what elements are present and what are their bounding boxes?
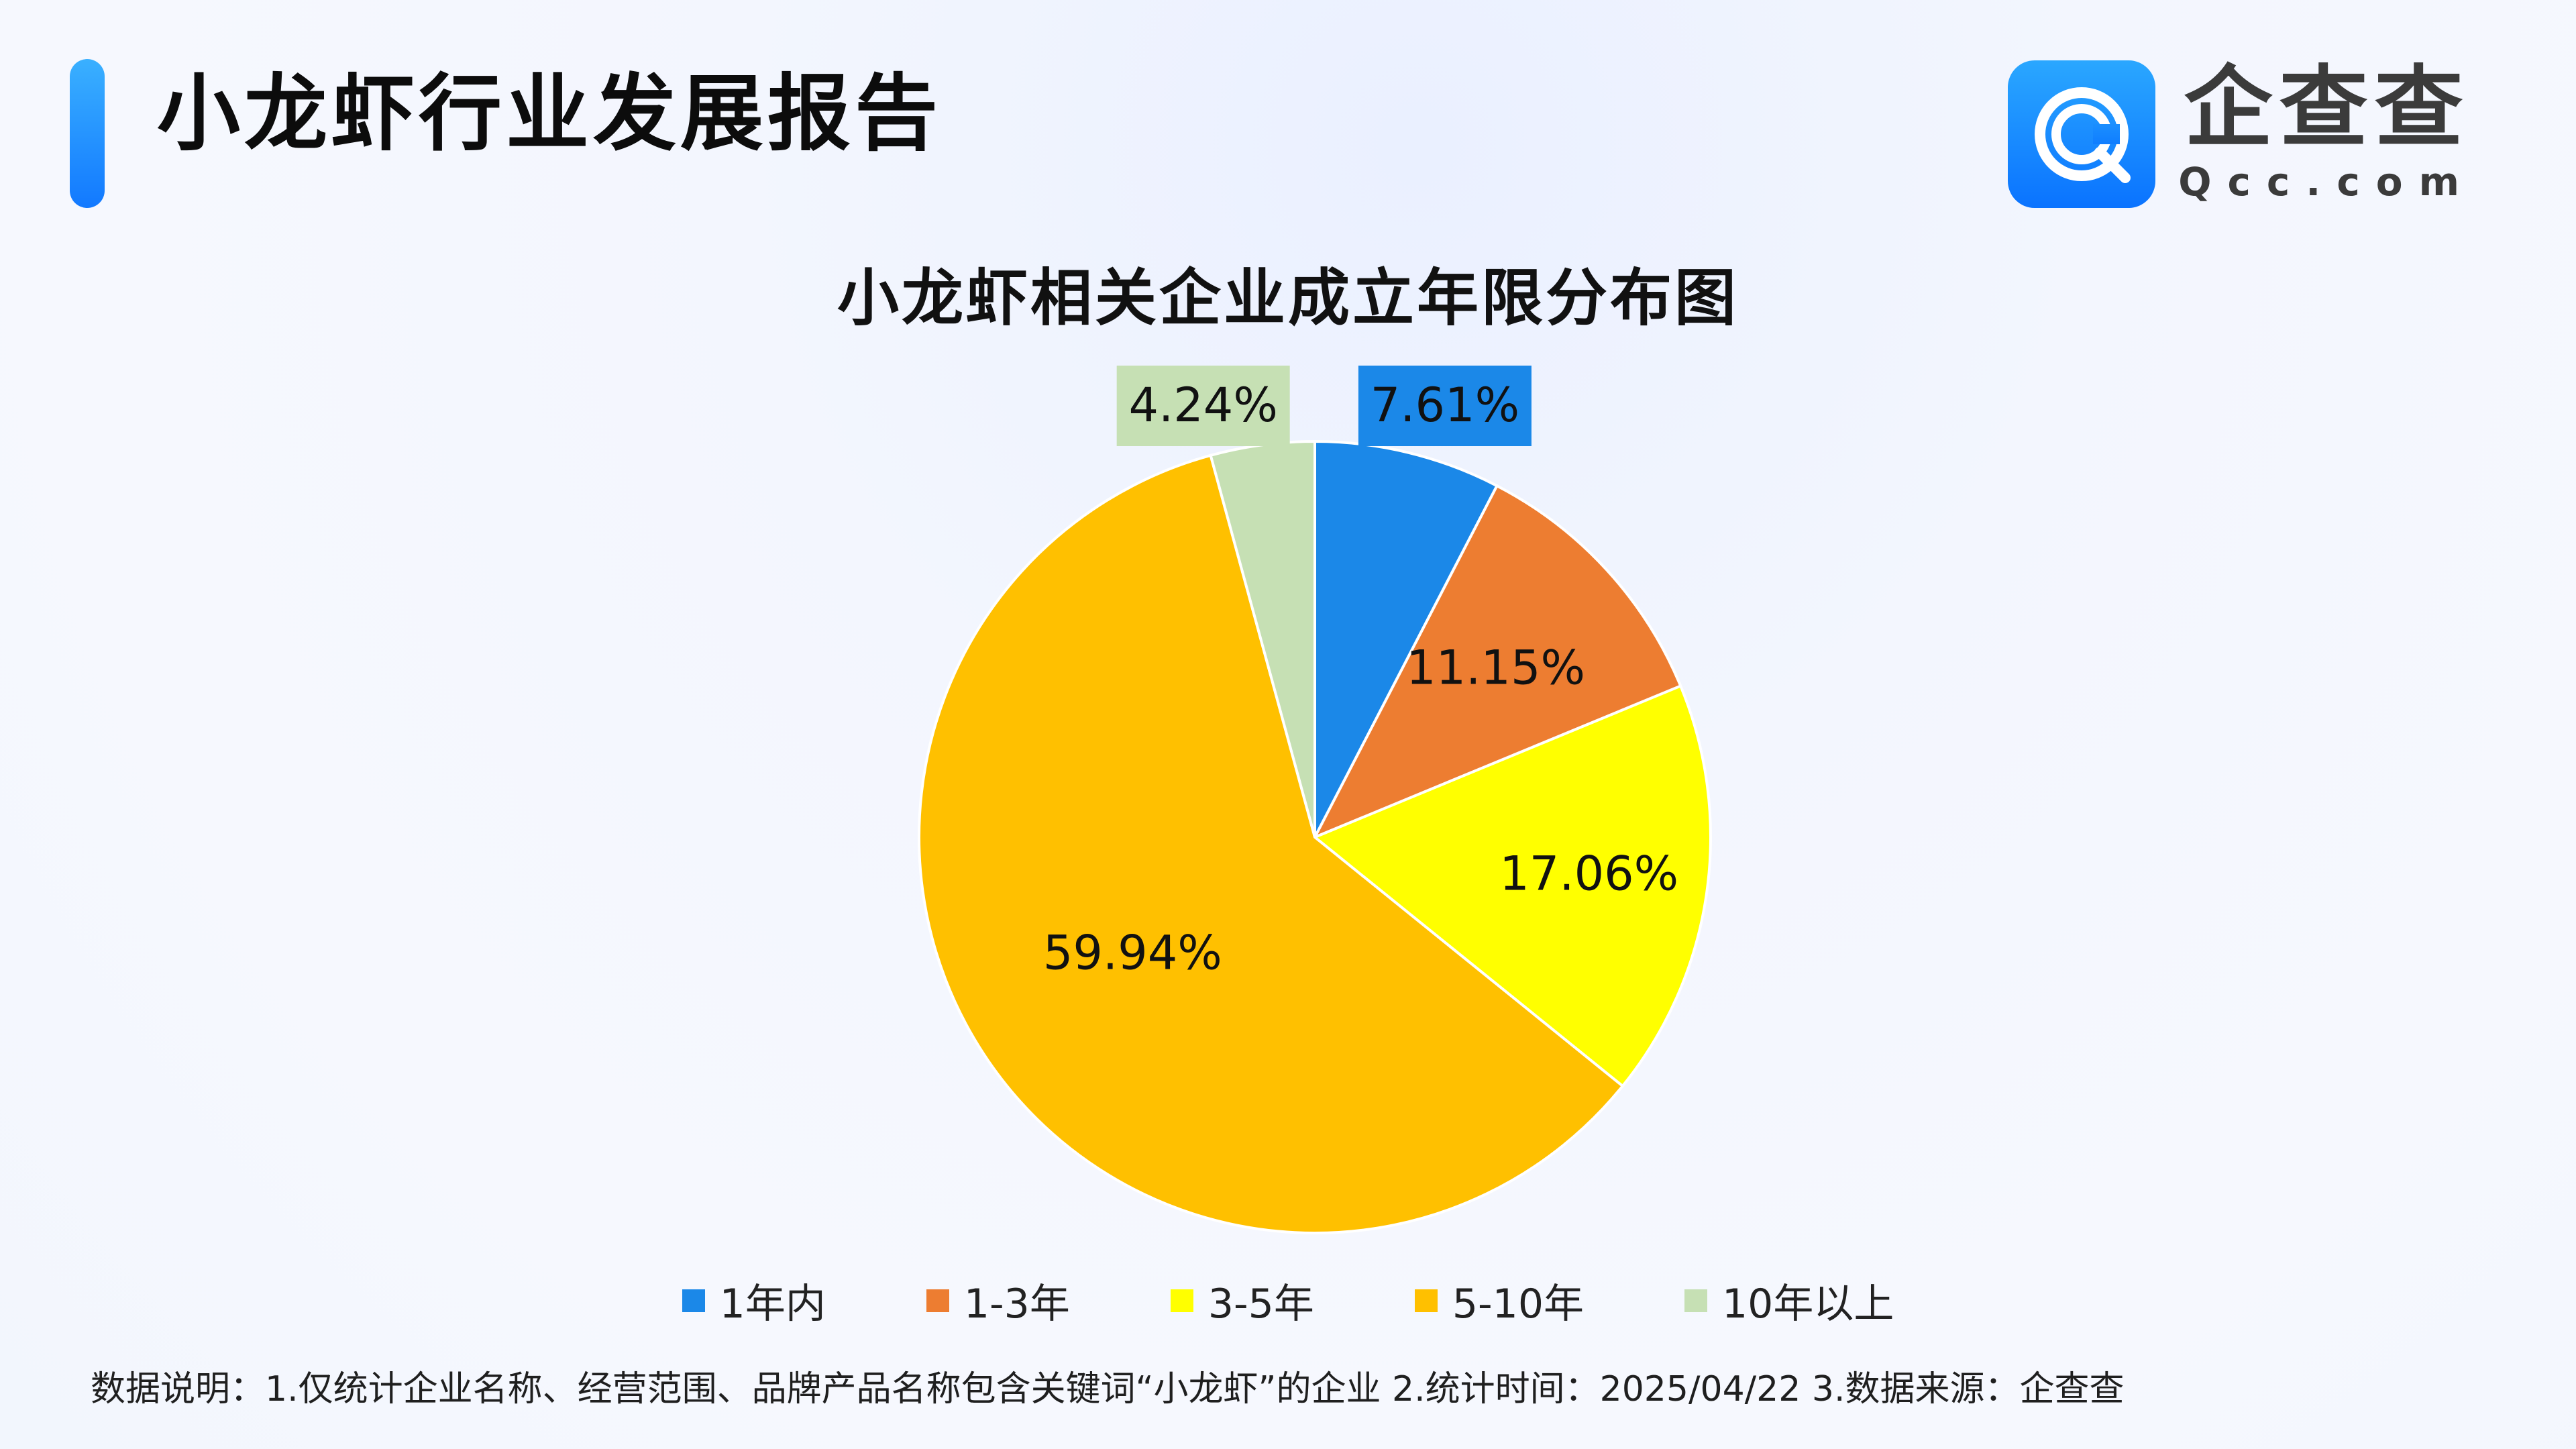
legend-swatch [682,1289,705,1312]
legend-swatch [1170,1289,1193,1312]
legend-item-0: 1年内 [682,1271,826,1330]
slice-label-0: 7.61% [1371,378,1519,433]
pie-slice-0 [1313,439,1499,838]
slice-label-2: 17.06% [1499,846,1678,901]
pie-slice-1 [1311,484,1682,840]
brand-domain: Qcc.com [2178,159,2475,205]
slice-label-1: 11.15% [1406,641,1585,696]
report-title: 小龙虾行业发展报告 [157,66,943,162]
pie-slice-3 [918,453,1625,1234]
slice-label-box-0 [1358,366,1532,446]
legend-item-1: 1-3年 [926,1271,1070,1330]
slice-label-box-4 [1116,366,1290,446]
legend-item-4: 10年以上 [1684,1271,1894,1330]
legend-label: 5-10年 [1452,1281,1584,1328]
title-accent-bar [70,59,105,208]
legend-label: 10年以上 [1722,1281,1894,1328]
legend-item-3: 5-10年 [1414,1271,1584,1330]
footnote: 数据说明：1.仅统计企业名称、经营范围、品牌产品名称包含关键词“小龙虾”的企业 … [91,1369,2125,1409]
legend-label: 3-5年 [1208,1281,1314,1328]
legend-swatch [926,1289,949,1312]
legend-swatch [1684,1289,1707,1312]
slice-label-4: 4.24% [1128,378,1277,433]
brand-name: 企查查 [2184,56,2470,160]
chart-title: 小龙虾相关企业成立年限分布图 [837,262,1739,334]
legend-swatch [1414,1289,1438,1312]
legend-label: 1-3年 [963,1281,1070,1328]
legend-item-2: 3-5年 [1170,1271,1314,1330]
chart-legend: 1年内 1-3年 3-5年 5-10年 10年以上 [0,1271,2576,1330]
legend-label: 1年内 [719,1281,826,1328]
qcc-logo-icon [2008,60,2156,208]
brand-logo: 企查查 Qcc.com [2008,60,2475,208]
pie-slice-2 [1312,684,1712,1088]
slice-label-3: 59.94% [1043,926,1222,981]
